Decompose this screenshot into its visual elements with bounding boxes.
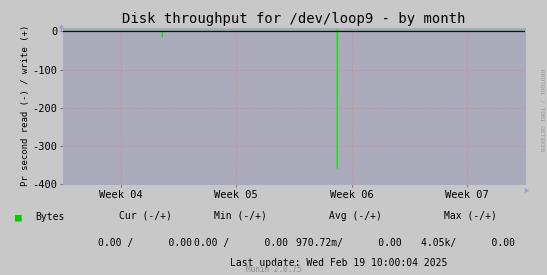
Text: 970.72m/      0.00: 970.72m/ 0.00 (296, 238, 402, 248)
Text: Bytes: Bytes (36, 212, 65, 222)
Text: 0.00 /      0.00: 0.00 / 0.00 (194, 238, 288, 248)
Text: 0.00 /      0.00: 0.00 / 0.00 (98, 238, 192, 248)
Text: Munin 2.0.75: Munin 2.0.75 (246, 265, 301, 274)
Text: Min (-/+): Min (-/+) (214, 211, 267, 221)
Text: 4.05k/      0.00: 4.05k/ 0.00 (421, 238, 515, 248)
Text: RRDTOOL / TOBI OETIKER: RRDTOOL / TOBI OETIKER (539, 69, 544, 151)
Text: Last update: Wed Feb 19 10:00:04 2025: Last update: Wed Feb 19 10:00:04 2025 (230, 258, 448, 268)
Text: ■: ■ (15, 212, 22, 222)
Text: Max (-/+): Max (-/+) (444, 211, 497, 221)
Y-axis label: Pr second read (-) / write (+): Pr second read (-) / write (+) (21, 25, 30, 186)
Title: Disk throughput for /dev/loop9 - by month: Disk throughput for /dev/loop9 - by mont… (123, 12, 465, 26)
Text: Cur (-/+): Cur (-/+) (119, 211, 171, 221)
Text: Avg (-/+): Avg (-/+) (329, 211, 382, 221)
